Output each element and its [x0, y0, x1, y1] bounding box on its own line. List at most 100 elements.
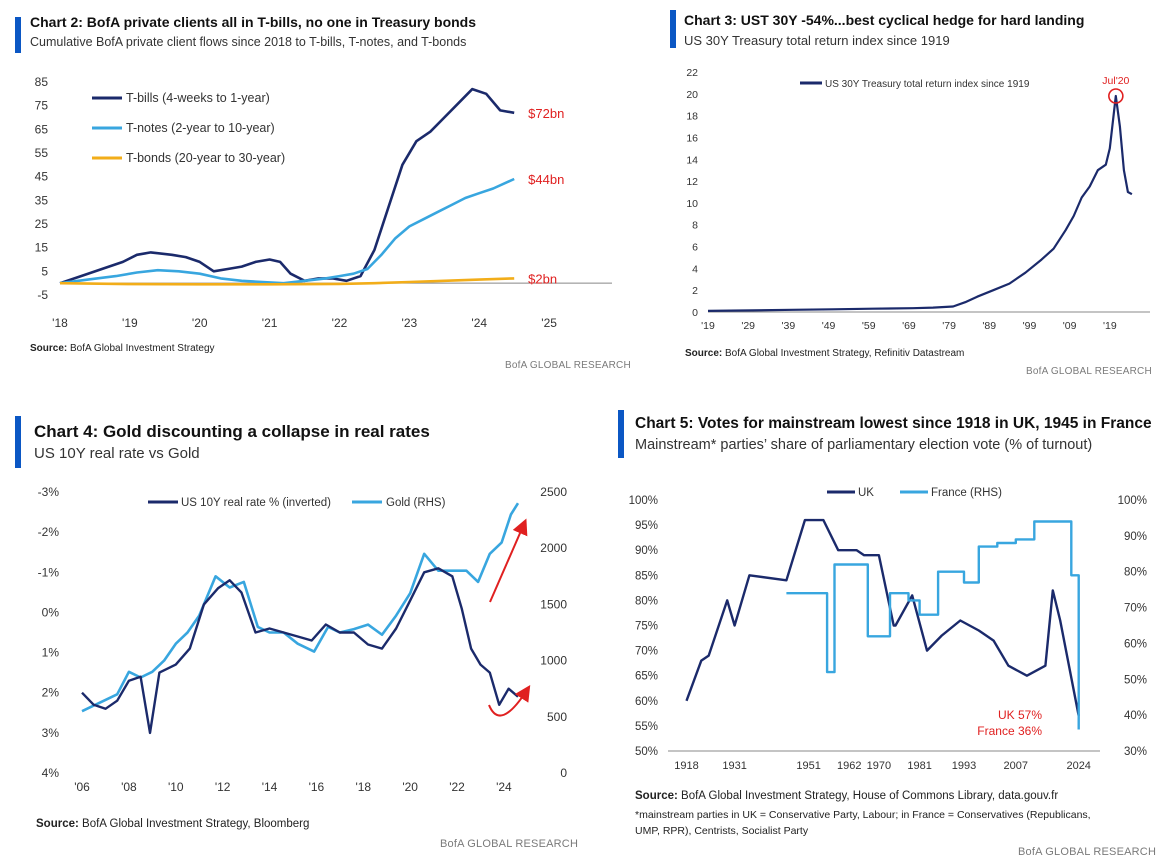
chart3-brand: BofA GLOBAL RESEARCH: [1026, 366, 1152, 377]
chart5-source: Source: BofA Global Investment Strategy,…: [635, 789, 1058, 804]
chart2-xtick-label: '24: [471, 316, 487, 330]
chart3-panel: Chart 3: UST 30Y -54%...best cyclical he…: [590, 0, 1170, 390]
chart3-source: Source: BofA Global Investment Strategy,…: [685, 348, 964, 359]
chart4-panel: Chart 4: Gold discounting a collapse in …: [0, 410, 590, 866]
chart2-source: Source: BofA Global Investment Strategy: [30, 343, 215, 354]
chart3-xtick-label: '19: [1103, 320, 1117, 332]
chart3-ytick-label: 6: [692, 242, 698, 254]
chart4-legend-label-gold: Gold (RHS): [386, 497, 446, 509]
chart4-subtitle: US 10Y real rate vs Gold: [34, 445, 200, 462]
chart4-xtick-label: '18: [355, 780, 371, 794]
chart5-ytick-right-label: 80%: [1124, 567, 1147, 579]
chart4-ytick-right-label: 0: [560, 766, 567, 780]
chart5-panel: Chart 5: Votes for mainstream lowest sin…: [590, 400, 1170, 866]
chart3-source-text: BofA Global Investment Strategy, Refinit…: [725, 348, 965, 359]
chart5-ytick-right-label: 50%: [1124, 674, 1147, 686]
chart2-xtick-label: '23: [402, 316, 418, 330]
chart4-xtick-label: '08: [121, 780, 137, 794]
chart5-title: Chart 5: Votes for mainstream lowest sin…: [635, 415, 1152, 432]
chart2-legend-label: T-bonds (20-year to 30-year): [126, 151, 285, 165]
chart2-brand: BofA GLOBAL RESEARCH: [505, 360, 631, 371]
chart3-peak-circle: [1108, 88, 1124, 104]
chart4-ytick-left-label: 2%: [42, 686, 60, 700]
chart3-ytick-label: 10: [686, 198, 698, 210]
chart5-ytick-left-label: 85%: [635, 570, 658, 582]
chart4-source: Source: BofA Global Investment Strategy,…: [36, 818, 309, 830]
chart4-xtick-label: '20: [402, 780, 418, 794]
chart4-title-bar: [15, 416, 21, 468]
chart3-ytick-label: 8: [692, 220, 698, 232]
chart4-real-rate-curve-arrow: [488, 684, 531, 717]
chart4-gold-up-arrow: [489, 518, 528, 603]
chart5-xtick-label: 1918: [674, 760, 698, 772]
chart3-source-label: Source:: [685, 348, 723, 359]
chart5-source-text: BofA Global Investment Strategy, House o…: [681, 790, 1059, 802]
chart5-ytick-right-label: 70%: [1124, 603, 1147, 615]
chart4-xtick-label: '24: [496, 780, 512, 794]
chart3-xtick-label: '19: [701, 320, 715, 332]
chart2-ytick-label: 25: [35, 217, 49, 231]
chart5-ytick-left-label: 60%: [635, 696, 658, 708]
chart2-ytick-label: 15: [35, 241, 49, 255]
chart5-ytick-left-label: 80%: [635, 595, 658, 607]
chart3-ytick-label: 20: [686, 89, 698, 101]
chart4-real-rate-line: [81, 567, 519, 735]
chart2-subtitle: Cumulative BofA private client flows sin…: [30, 35, 467, 49]
chart4-ytick-right-label: 1000: [540, 654, 567, 668]
chart2-source-text: BofA Global Investment Strategy: [70, 343, 215, 354]
chart4-title: Chart 4: Gold discounting a collapse in …: [34, 422, 430, 441]
chart3-xtick-label: '99: [1023, 320, 1037, 332]
chart3-ytick-label: 18: [686, 111, 698, 123]
chart4-ytick-left-label: -3%: [38, 485, 60, 499]
chart5-ytick-right-label: 30%: [1124, 746, 1147, 758]
chart5-end-label-uk: UK 57%: [998, 708, 1042, 722]
chart2-end-label: $44bn: [528, 172, 564, 187]
chart4-ytick-left-label: 4%: [42, 766, 60, 780]
chart3-subtitle: US 30Y Treasury total return index since…: [684, 33, 950, 48]
chart2-end-label: $72bn: [528, 106, 564, 121]
chart3-xtick-label: '89: [982, 320, 996, 332]
chart5-xtick-label: 1951: [796, 760, 820, 772]
chart4-brand: BofA GLOBAL RESEARCH: [440, 838, 579, 850]
chart4-ytick-left-label: -2%: [38, 525, 60, 539]
chart5-xtick-label: 1962: [837, 760, 861, 772]
chart3-xtick-label: '39: [782, 320, 796, 332]
chart2-title-bar: [15, 17, 21, 53]
chart3-xtick-label: '59: [862, 320, 876, 332]
chart5-ytick-left-label: 100%: [629, 495, 658, 507]
chart5-title-bar: [618, 410, 624, 458]
chart4-source-text: BofA Global Investment Strategy, Bloombe…: [82, 818, 310, 830]
chart5-uk-line: [685, 518, 1080, 717]
chart4-gold-line: [81, 502, 520, 713]
chart3-ytick-label: 12: [686, 176, 698, 188]
chart5-footnote-1: *mainstream parties in UK = Conservative…: [635, 809, 1091, 821]
chart5-xtick-label: 2007: [1004, 760, 1028, 772]
chart5-ytick-left-label: 55%: [635, 721, 658, 733]
chart4-ytick-left-label: 0%: [42, 605, 60, 619]
chart4-ytick-right-label: 2500: [540, 485, 567, 499]
chart4-xtick-label: '10: [168, 780, 184, 794]
chart2-source-label: Source:: [30, 343, 68, 354]
chart3-legend-label: US 30Y Treasury total return index since…: [825, 79, 1030, 90]
chart4-source-label: Source:: [36, 818, 79, 830]
chart2-legend-label: T-bills (4-weeks to 1-year): [126, 91, 270, 105]
chart3-xtick-label: '29: [741, 320, 755, 332]
chart2-ytick-label: 55: [35, 146, 49, 160]
chart4-xtick-label: '16: [309, 780, 325, 794]
chart4-ytick-right-label: 500: [547, 710, 567, 724]
chart3-xtick-label: '09: [1063, 320, 1077, 332]
chart2-title: Chart 2: BofA private clients all in T-b…: [30, 14, 477, 30]
chart3-ytick-label: 22: [686, 67, 698, 79]
chart5-end-label-france: France 36%: [977, 724, 1042, 738]
chart5-ytick-left-label: 70%: [635, 646, 658, 658]
chart5-xtick-label: 1970: [867, 760, 891, 772]
chart2-xtick-label: '25: [541, 316, 557, 330]
chart5-subtitle: Mainstream* parties’ share of parliament…: [635, 437, 1093, 453]
chart2-series-line-2: [59, 177, 515, 285]
chart5-ytick-right-label: 90%: [1124, 531, 1147, 543]
chart4-xtick-label: '12: [215, 780, 231, 794]
chart3-xtick-label: '49: [822, 320, 836, 332]
chart3-ytick-label: 4: [692, 263, 698, 275]
chart4-ytick-right-label: 2000: [540, 541, 567, 555]
chart2-ytick-label: 45: [35, 170, 49, 184]
